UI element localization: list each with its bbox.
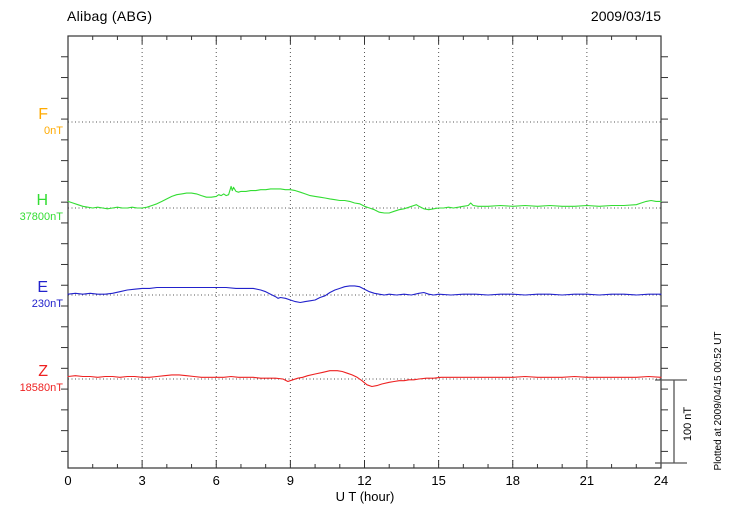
x-tick-label-18: 18	[505, 473, 520, 488]
x-tick-label-6: 6	[212, 473, 220, 488]
component-label-Z: Z	[38, 363, 48, 380]
station-title: Alibag (ABG)	[67, 8, 153, 24]
z-trace	[67, 370, 662, 388]
component-label-E: E	[37, 279, 48, 296]
h-trace	[67, 185, 662, 214]
traces	[67, 185, 662, 388]
x-tick-label-3: 3	[138, 473, 146, 488]
plot-frame	[67, 35, 662, 469]
x-tick-label-12: 12	[357, 473, 372, 488]
x-tick-label-15: 15	[431, 473, 446, 488]
plot-date: 2009/03/15	[590, 8, 661, 24]
e-trace	[67, 285, 662, 304]
x-axis-label: U T (hour)	[335, 489, 395, 504]
gridlines	[141, 36, 588, 468]
x-tick-label-0: 0	[64, 473, 72, 488]
component-basevalue-F: 0nT	[44, 125, 63, 137]
plotted-at-note: Plotted at 2009/04/15 00:52 UT	[713, 332, 724, 471]
scale-bar	[655, 379, 687, 464]
x-tick-label-21: 21	[579, 473, 595, 488]
scale-bar-label: 100 nT	[682, 407, 694, 442]
component-label-H: H	[36, 192, 48, 209]
x-tick-label-9: 9	[286, 473, 294, 488]
component-basevalue-H: 37800nT	[19, 211, 63, 223]
component-basevalue-E: 230nT	[31, 298, 63, 310]
component-basevalue-Z: 18580nT	[19, 382, 63, 394]
x-tick-label-24: 24	[653, 473, 669, 488]
component-label-F: F	[38, 106, 48, 123]
